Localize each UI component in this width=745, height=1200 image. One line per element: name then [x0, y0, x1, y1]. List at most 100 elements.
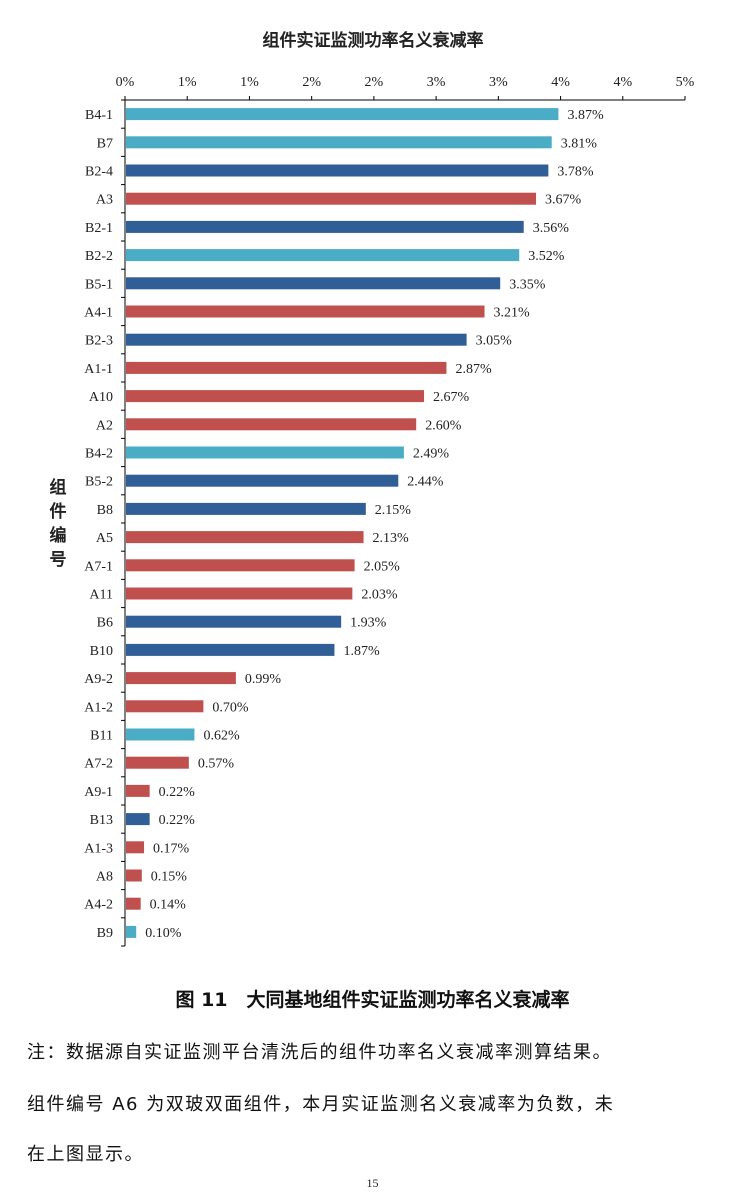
bar-B11 — [126, 728, 195, 741]
category-label: A10 — [89, 390, 113, 405]
value-label: 2.87% — [455, 362, 492, 377]
category-label: A7-1 — [84, 559, 113, 574]
bar-A9-1 — [126, 784, 150, 797]
bar-A4-1 — [126, 305, 485, 318]
bar-B10 — [126, 643, 335, 656]
bar-B2-4 — [126, 164, 549, 177]
x-tick-label: 3% — [489, 75, 508, 90]
y-axis-label-char: 编 — [50, 525, 67, 546]
category-label: A9-1 — [84, 785, 113, 800]
bar-B4-2 — [126, 446, 404, 459]
category-label: A5 — [96, 531, 113, 546]
category-label: A1-3 — [84, 841, 113, 856]
bar-B13 — [126, 813, 150, 826]
bar-B7 — [126, 136, 552, 149]
bar-A7-1 — [126, 559, 355, 572]
y-axis-ticks — [121, 99, 125, 947]
category-label: B8 — [97, 503, 113, 518]
value-label: 2.03% — [361, 588, 398, 603]
x-tick-label: 3% — [427, 75, 446, 90]
bar-B4-1 — [126, 108, 559, 121]
bar-B2-3 — [126, 333, 467, 346]
category-label: A3 — [96, 193, 113, 208]
category-label: A4-1 — [84, 306, 113, 321]
bar-A1-1 — [126, 361, 447, 374]
bar-A11 — [126, 587, 353, 600]
value-label: 2.44% — [407, 475, 444, 490]
value-label: 0.62% — [203, 729, 240, 744]
value-label: 1.93% — [350, 616, 387, 631]
bar-A1-2 — [126, 700, 204, 713]
bar-A5 — [126, 531, 364, 544]
category-label: B4-1 — [85, 108, 113, 123]
y-axis-label: 组件编号 — [50, 477, 67, 570]
category-label: A2 — [96, 418, 113, 433]
category-label: B5-2 — [85, 475, 113, 490]
value-label: 3.56% — [533, 221, 570, 236]
category-label: B11 — [90, 729, 113, 744]
category-label: B13 — [90, 813, 113, 828]
value-label: 3.81% — [561, 136, 598, 151]
category-label: B7 — [97, 136, 113, 151]
value-label: 0.15% — [151, 870, 188, 885]
value-label: 3.35% — [509, 277, 546, 292]
category-label: B2-3 — [85, 334, 113, 349]
category-label: A1-1 — [84, 362, 113, 377]
value-label: 3.87% — [567, 108, 604, 123]
bar-B6 — [126, 615, 342, 628]
value-label: 0.99% — [245, 672, 282, 687]
chart-title: 组件实证监测功率名义衰减率 — [263, 30, 484, 51]
category-label: B2-4 — [85, 165, 113, 180]
category-label: B9 — [97, 926, 113, 941]
value-label: 2.15% — [375, 503, 412, 518]
y-axis-label-char: 件 — [50, 501, 67, 522]
x-tick-label: 2% — [302, 75, 321, 90]
value-label: 3.21% — [494, 306, 531, 321]
value-label: 1.87% — [343, 644, 380, 659]
x-tick-label: 4% — [613, 75, 632, 90]
value-label: 2.60% — [425, 418, 462, 433]
bar-B2-2 — [126, 249, 520, 262]
value-label: 3.67% — [545, 193, 582, 208]
value-label: 0.14% — [150, 898, 187, 913]
value-label: 0.10% — [145, 926, 182, 941]
bar-A8 — [126, 869, 142, 882]
category-label: A9-2 — [84, 672, 113, 687]
note-line-1: 注：数据源自实证监测平台清洗后的组件功率名义衰减率测算结果。 — [27, 1042, 612, 1063]
value-label: 0.22% — [159, 785, 196, 800]
figure-caption: 图 11 大同基地组件实证监测功率名义衰减率 — [175, 989, 570, 1011]
category-label: B2-1 — [85, 221, 113, 236]
note-line-3: 在上图显示。 — [27, 1144, 144, 1165]
x-tick-label: 2% — [365, 75, 384, 90]
category-label: B2-2 — [85, 249, 113, 264]
bar-A4-2 — [126, 897, 141, 910]
bar-A10 — [126, 390, 425, 403]
value-label: 0.22% — [159, 813, 196, 828]
value-labels: 3.87% 3.81% 3.78% 3.67% 3.56% 3.52% 3.35% 3.21%… — [145, 108, 604, 941]
bar-B2-1 — [126, 220, 524, 233]
bar-A2 — [126, 418, 417, 431]
bar-B8 — [126, 502, 366, 515]
bars — [126, 108, 559, 938]
x-axis-tick-labels: 0% 1% 1% 2% 2% 3% 3% 4% 4% 5% — [116, 75, 695, 100]
x-tick-label: 0% — [116, 75, 135, 90]
category-labels: B4-1 B7 B2-4 A3 B2-1 B2-2 B5-1 A4-1 B2-3 A1-1 A10 A… — [84, 108, 113, 941]
bar-B5-1 — [126, 277, 501, 290]
value-label: 2.49% — [413, 447, 450, 462]
page-number: 15 — [366, 1176, 379, 1190]
x-tick-label: 4% — [551, 75, 570, 90]
value-label: 3.78% — [557, 165, 594, 180]
y-axis-label-char: 号 — [50, 550, 67, 570]
value-label: 2.67% — [433, 390, 470, 405]
value-label: 2.05% — [364, 559, 401, 574]
category-label: B5-1 — [85, 277, 113, 292]
bar-B9 — [126, 925, 137, 938]
x-tick-label: 1% — [178, 75, 197, 90]
bar-B5-2 — [126, 474, 399, 487]
category-label: A1-2 — [84, 700, 113, 715]
value-label: 0.57% — [198, 757, 235, 772]
bar-A3 — [126, 192, 537, 205]
x-tick-label: 5% — [676, 75, 695, 90]
category-label: B6 — [97, 616, 113, 631]
value-label: 3.05% — [476, 334, 512, 349]
